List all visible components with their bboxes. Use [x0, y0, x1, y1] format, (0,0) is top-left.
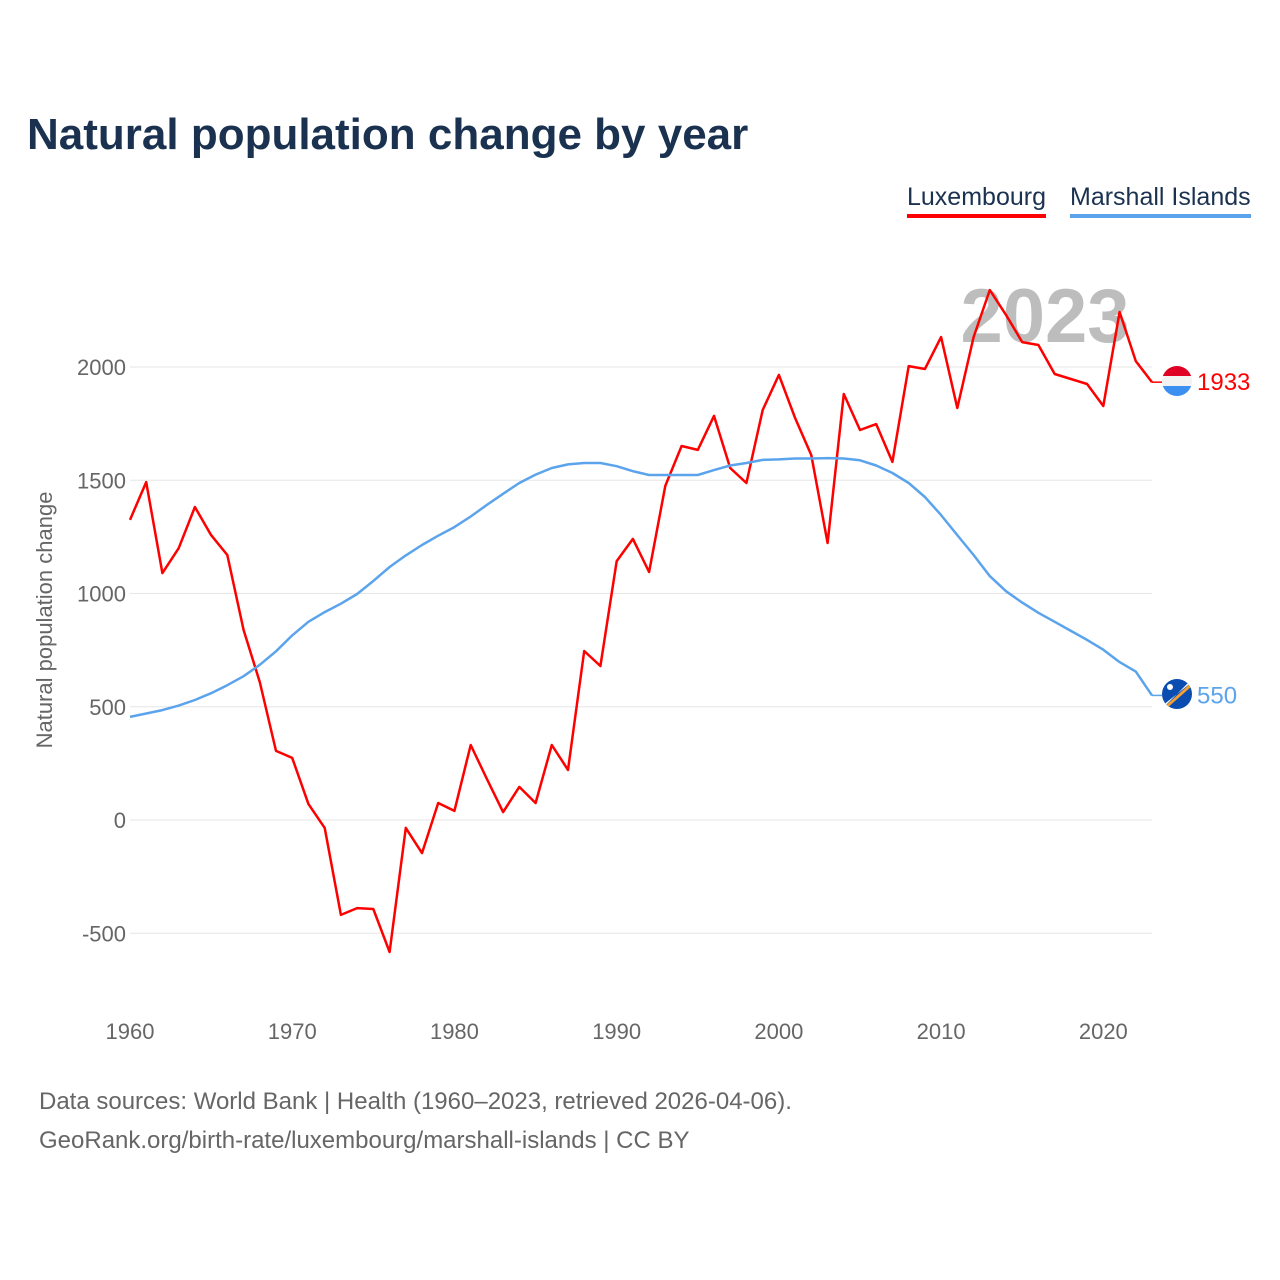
year-watermark: 2023: [960, 274, 1129, 359]
y-tick-label: 1000: [77, 582, 126, 607]
x-tick-label: 1990: [592, 1019, 641, 1044]
y-tick-label: 1500: [77, 468, 126, 493]
footer-credit[interactable]: GeoRank.org/birth-rate/luxembourg/marsha…: [39, 1127, 690, 1154]
chart-title: Natural population change by year: [27, 110, 749, 159]
x-tick-label: 1970: [268, 1019, 317, 1044]
luxembourg-flag-icon: [1162, 366, 1192, 396]
x-tick-label: 2010: [917, 1019, 966, 1044]
legend-item-luxembourg[interactable]: Luxembourg: [907, 183, 1046, 218]
x-tick-label: 2000: [754, 1019, 803, 1044]
y-axis-label: Natural population change: [32, 492, 57, 749]
y-tick-label: -500: [82, 921, 126, 946]
end-value-label: 550: [1197, 682, 1237, 709]
series-line-luxembourg[interactable]: [128, 288, 1153, 954]
y-tick-label: 2000: [77, 355, 126, 380]
x-tick-label: 1980: [430, 1019, 479, 1044]
end-value-label: 1933: [1197, 369, 1250, 396]
x-tick-label: 1960: [106, 1019, 155, 1044]
x-tick-label: 2020: [1079, 1019, 1128, 1044]
footer-sources: Data sources: World Bank | Health (1960–…: [39, 1088, 792, 1115]
y-tick-label: 0: [114, 808, 126, 833]
series-line-marshall-islands[interactable]: [129, 456, 1154, 719]
y-tick-label: 500: [89, 695, 126, 720]
legend-item-marshall-islands[interactable]: Marshall Islands: [1070, 183, 1251, 218]
marshall-islands-flag-icon: [1162, 679, 1192, 709]
